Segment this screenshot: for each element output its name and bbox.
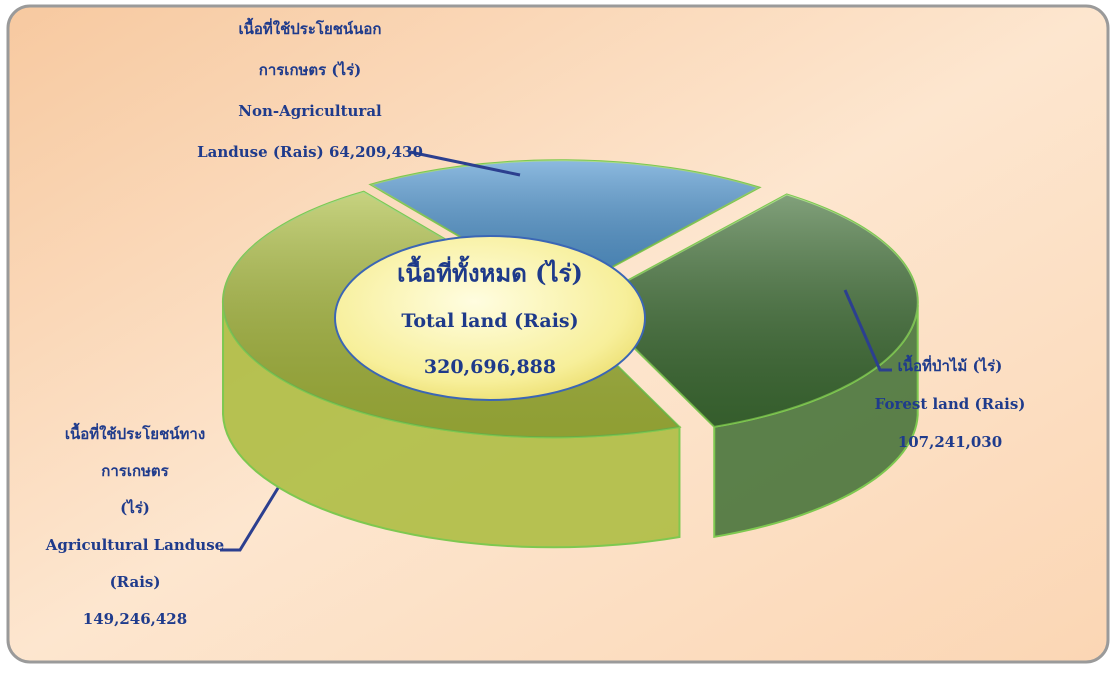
category-label-th: เนื้อที่ป่าไม้ (ไร่) (898, 354, 1003, 375)
category-label-th: การเกษตร (101, 462, 169, 480)
category-label: Landuse (Rais) 64,209,430 (197, 143, 423, 161)
overlay: เนื้อที่ทั้งหมด (ไร่) Total land (Rais) … (45, 17, 1026, 628)
category-label-th: เนื้อที่ใช้ประโยชน์ทาง (65, 422, 205, 443)
category-label-en: Landuse (Rais) (197, 143, 324, 161)
value-label: 107,241,030 (898, 433, 1002, 451)
category-label-en: (Rais) (110, 573, 161, 591)
category-label-th: (ไร่) (120, 498, 150, 517)
center-total: 320,696,888 (424, 356, 556, 378)
category-label-en: Forest land (Rais) (875, 395, 1026, 413)
leader-line (220, 487, 280, 552)
leader-line (409, 150, 521, 177)
value-label: 64,209,430 (329, 143, 423, 161)
slice-shade (587, 194, 918, 427)
center-ellipse (334, 235, 646, 401)
category-label-th: การเกษตร (ไร่) (259, 60, 361, 79)
center-subtitle: Total land (Rais) (401, 310, 578, 332)
leader-line (843, 289, 892, 372)
category-label-en: Non-Agricultural (238, 102, 382, 120)
value-label: 149,246,428 (83, 610, 187, 628)
center-title: เนื้อที่ทั้งหมด (ไร่) (397, 255, 583, 288)
category-label-en: Agricultural Landuse (45, 536, 224, 554)
slice-shade (370, 160, 760, 296)
category-label-th: เนื้อที่ใช้ประโยชน์นอก (238, 17, 381, 38)
